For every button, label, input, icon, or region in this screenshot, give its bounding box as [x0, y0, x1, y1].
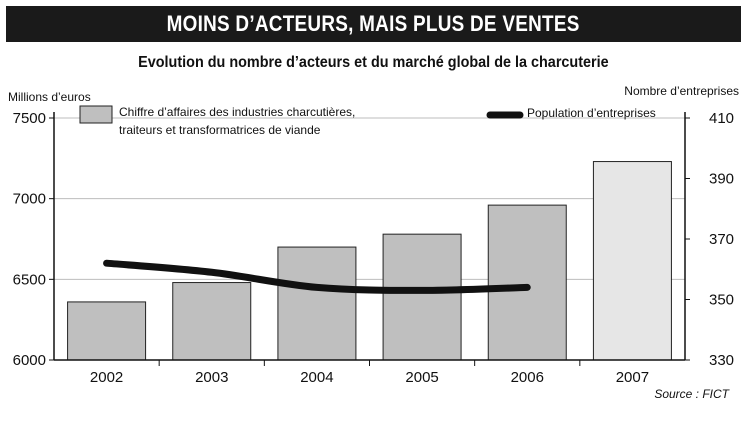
left-axis-unit-label: Millions d’euros [8, 90, 91, 104]
left-tick-label: 7500 [13, 110, 46, 127]
legend: Chiffre d’affaires des industries charcu… [79, 105, 656, 137]
chart-subtitle: Evolution du nombre d’acteurs et du marc… [0, 54, 747, 72]
bar-2004 [277, 246, 357, 361]
x-tick-label-2003: 2003 [195, 369, 228, 386]
source-note: Source : FICT [654, 387, 730, 401]
right-tick-label: 350 [709, 292, 734, 309]
bar-2005 [382, 233, 462, 361]
x-axis-tick-labels: 2002 2003 2004 2005 2006 2007 [90, 369, 649, 386]
banner-title: MOINS D’ACTEURS, MAIS PLUS DE VENTES [6, 6, 741, 42]
bar-2007 [592, 161, 672, 361]
left-tick-label: 7000 [13, 191, 46, 208]
bar-series [67, 161, 672, 361]
left-tick-label: 6500 [13, 271, 46, 288]
left-tick-label: 6000 [13, 352, 46, 369]
left-axis-tick-labels: 6000 6500 7000 7500 [13, 110, 46, 369]
plot-background [54, 118, 685, 360]
line-series-population [103, 259, 531, 294]
grid-lines [54, 117, 685, 280]
right-tick-label: 390 [709, 171, 734, 188]
x-tick-label-2006: 2006 [511, 369, 544, 386]
right-tick-label: 370 [709, 231, 734, 248]
x-tick-label-2004: 2004 [300, 369, 333, 386]
legend-bar-label-line1: Chiffre d’affaires des industries charcu… [119, 105, 355, 119]
legend-bar-swatch [79, 105, 113, 124]
x-tick-label-2005: 2005 [405, 369, 438, 386]
bar-2002 [67, 301, 147, 361]
legend-line-label: Population d’entreprises [527, 106, 656, 120]
chart-subtitle-text: Evolution du nombre d’acteurs et du marc… [138, 54, 609, 71]
x-tick-label-2002: 2002 [90, 369, 123, 386]
x-tick-label-2007: 2007 [616, 369, 649, 386]
banner-title-text: MOINS D’ACTEURS, MAIS PLUS DE VENTES [167, 11, 580, 36]
right-axis-tick-labels: 330 350 370 390 410 [709, 110, 734, 369]
axes [49, 112, 690, 366]
bar-2003 [172, 282, 252, 361]
bar-2006 [487, 204, 567, 361]
right-tick-label: 410 [709, 110, 734, 127]
right-axis-unit-label: Nombre d’entreprises [624, 84, 739, 98]
legend-bar-label-line2: traiteurs et transformatrices de viande [119, 123, 321, 137]
right-tick-label: 330 [709, 352, 734, 369]
